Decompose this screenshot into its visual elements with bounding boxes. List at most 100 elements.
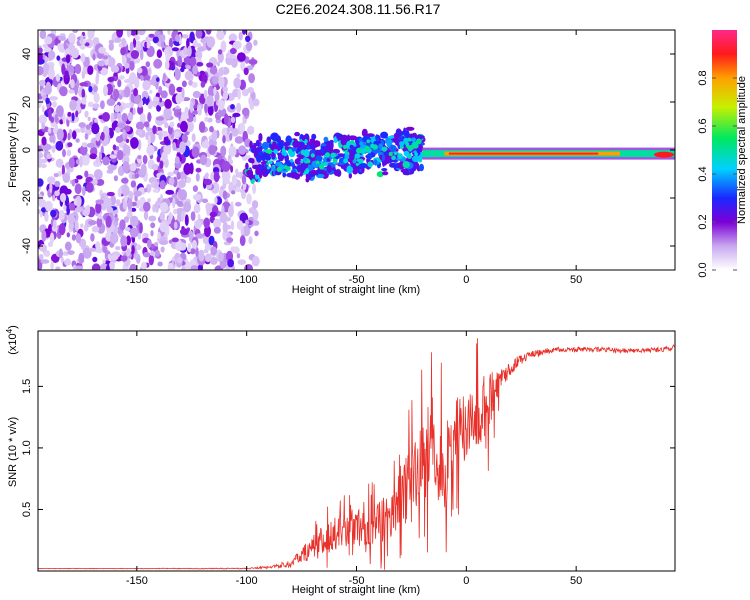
noise-mark [41,122,46,130]
noise-mark [41,163,47,169]
noise-mark [74,84,78,96]
noise-mark [152,204,157,213]
noise-mark [75,110,79,118]
noise-mark [190,265,198,270]
snr-panel: -150 -100 -50 0 50 0.5 1.0 1.5 Height of straig… [5,325,676,596]
noise-mark [171,237,179,243]
noise-mark [38,65,44,76]
noise-mark [231,246,240,254]
noise-mark [41,105,45,113]
signal-peak-mark [266,162,270,166]
noise-mark [177,55,183,68]
noise-mark [84,133,89,140]
signal-mark [326,158,331,162]
noise-mark [127,198,133,210]
noise-mark [142,154,148,165]
noise-mark [196,62,204,67]
noise-mark [130,137,139,149]
signal-mark [290,161,295,168]
noise-mark [75,265,83,270]
noise-mark [236,52,246,62]
noise-mark [122,129,126,140]
noise-mark [147,67,152,77]
snr-series-line [38,338,675,570]
noise-mark [160,90,168,99]
noise-mark [198,249,205,262]
noise-mark [59,86,68,97]
noise-mark [210,246,217,256]
signal-peak-mark [352,159,357,164]
noise-mark [86,142,96,148]
noise-mark [168,83,176,96]
noise-mark [39,158,48,164]
signal-peak-mark [302,157,307,162]
noise-mark [197,104,202,116]
noise-mark [38,193,44,206]
noise-mark [238,145,247,155]
noise-mark [232,123,236,129]
noise-mark [125,248,131,257]
noise-mark [165,189,175,195]
noise-mark [43,250,51,257]
noise-mark [92,37,99,45]
signal-peak-mark [310,153,315,158]
noise-mark [91,225,100,233]
noise-mark [58,35,67,41]
signal-mark [381,154,385,161]
noise-mark [66,149,72,157]
signal-mark [245,162,249,170]
noise-mark [203,217,210,229]
noise-mark [38,254,44,260]
noise-mark [203,89,208,100]
noise-mark [122,55,127,66]
signal-peak-mark [287,149,293,154]
noise-mark [164,60,170,70]
noise-mark [174,156,180,165]
noise-mark [206,202,212,214]
x-tick-label: -100 [236,575,258,587]
noise-mark [195,173,200,182]
chart-title: C2E6.2024.308.11.56.R17 [276,1,441,17]
noise-mark [241,30,247,35]
signal-mark [316,140,321,147]
noise-mark [252,183,257,195]
snr-scale-label: (x104) [5,325,19,355]
signal-mark [284,145,289,150]
signal-mark [271,153,276,159]
signal-peak-mark [325,152,330,158]
noise-mark [178,189,188,201]
noise-mark [116,30,123,38]
noise-mark [120,47,126,56]
signal-peak-mark [364,145,371,152]
noise-mark [213,171,220,183]
noise-mark [106,191,115,197]
noise-mark [124,62,130,69]
signal-mark [321,146,329,150]
noise-mark [163,48,169,54]
snr-scale-prefix: (x10 [7,333,19,354]
signal-mark [299,171,303,177]
signal-mark [294,131,300,137]
noise-mark [72,130,77,140]
noise-mark [75,233,82,244]
noise-mark [144,41,148,48]
noise-mark [50,209,57,218]
noise-mark [217,49,223,55]
snr-xlabel: Height of straight line (km) [292,584,420,596]
noise-mark [68,157,75,169]
noise-mark [172,197,176,209]
noise-mark [185,120,194,133]
noise-mark [134,173,140,179]
noise-mark [217,51,224,63]
noise-mark [72,30,79,33]
noise-mark [56,128,64,141]
signal-mark [305,133,309,141]
noise-mark [186,38,190,49]
noise-mark [135,199,141,209]
noise-mark [147,112,152,123]
noise-mark [193,110,199,115]
noise-mark [124,86,131,98]
noise-mark [140,75,144,81]
noise-mark [135,244,142,251]
noise-mark [73,198,78,206]
